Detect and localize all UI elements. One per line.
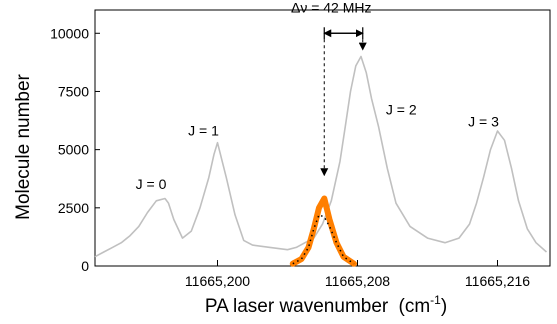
ticks-layer: 0 2500 5000 7500 10000 11665,200 11665,208 1166… [50, 25, 530, 289]
y-tick-label: 10000 [50, 25, 89, 41]
annotation-label: Δν = 42 MHz [291, 0, 372, 15]
x-axis-title-unit-sup: -1 [430, 293, 441, 307]
x-tick-label: 11665,200 [185, 273, 250, 289]
series-line-highlight [289, 195, 357, 267]
plot-border [94, 9, 551, 267]
x-axis-title-unit: (cm [399, 296, 431, 317]
series-layer [94, 55, 548, 267]
annotation-label: J = 1 [188, 123, 219, 139]
series-line-full-spectrum [94, 55, 548, 258]
annotation-label: J = 3 [468, 113, 499, 129]
y-tick-label: 2500 [58, 200, 89, 216]
plot-frame [94, 9, 551, 267]
annotation-layer: J = 0 J = 1 J = 2 J = 3 Δν = 42 MHz [136, 0, 499, 192]
x-axis-title-main: PA laser wavenumber [205, 296, 389, 317]
x-tick-label: 11665,208 [325, 273, 390, 289]
series-line-fit [292, 213, 355, 265]
y-tick-label: 7500 [58, 83, 89, 99]
x-axis-title-unit-close: ) [441, 296, 447, 317]
x-tick-label: 11665,216 [465, 273, 530, 289]
x-axis-title: PA laser wavenumber (cm-1) [205, 293, 447, 317]
y-tick-label: 5000 [58, 142, 89, 158]
annotation-label: J = 2 [386, 102, 417, 118]
annotation-label: J = 0 [136, 176, 167, 192]
y-tick-label: 0 [81, 258, 89, 274]
y-axis-title: Molecule number [13, 73, 34, 219]
